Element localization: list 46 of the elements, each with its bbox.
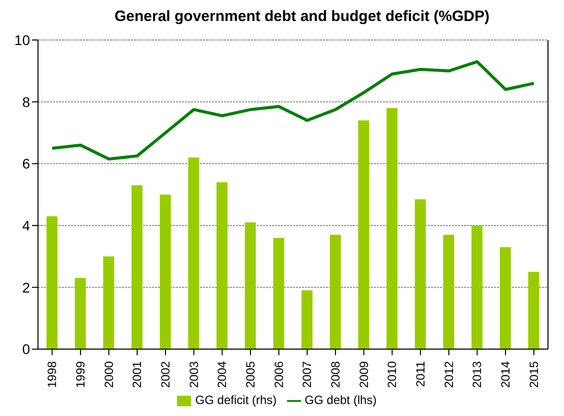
y-tick-label: 2 <box>22 279 30 296</box>
x-tick-label: 2009 <box>356 360 371 388</box>
x-tick-label: 2011 <box>414 360 428 387</box>
legend-label: GG deficit (rhs) <box>195 393 277 408</box>
bar <box>528 272 540 350</box>
x-tick-label: 2000 <box>102 360 116 388</box>
bar <box>74 278 86 350</box>
bar <box>103 256 114 350</box>
x-tick-label: 2006 <box>272 360 286 388</box>
y-tick-label: 0 <box>22 341 30 358</box>
x-tick-label: 2004 <box>215 360 230 388</box>
bar <box>132 185 142 350</box>
bar <box>500 247 511 350</box>
bar <box>330 234 341 350</box>
chart-title: General government debt and budget deficit (%GDP) <box>113 8 491 27</box>
bar <box>188 157 200 350</box>
bar <box>443 234 454 350</box>
bar <box>216 182 228 350</box>
x-tick-label: 2007 <box>300 360 314 388</box>
x-tick-label: 2012 <box>442 360 456 388</box>
x-tick-label: 2015 <box>526 360 541 388</box>
x-tick-label: 2008 <box>328 360 342 388</box>
y-tick-label: 6 <box>22 156 30 172</box>
y-tick-label: 4 <box>22 217 30 234</box>
line-series <box>50 60 536 161</box>
bar <box>386 108 398 350</box>
x-tick-label: 2013 <box>470 360 484 388</box>
bar <box>414 199 426 350</box>
y-tick-label: 8 <box>22 94 30 110</box>
bar <box>273 238 284 350</box>
bar <box>358 120 370 350</box>
bar <box>244 222 256 350</box>
x-tick-label: 2002 <box>158 360 172 388</box>
x-tick-label: 2005 <box>244 360 258 388</box>
x-tick-label: 2010 <box>385 360 400 388</box>
bar <box>46 216 58 350</box>
y-tick-label: 10 <box>14 32 30 48</box>
bar <box>472 226 482 350</box>
legend-label: GG debt (lhs) <box>304 393 377 408</box>
x-tick-label: 2001 <box>130 360 144 388</box>
x-tick-label: 1999 <box>74 360 88 388</box>
bar <box>302 290 312 350</box>
x-tick-label: 2014 <box>498 360 512 388</box>
bar <box>160 194 171 350</box>
x-tick-label: 2003 <box>186 360 201 388</box>
x-tick-label: 1998 <box>45 360 60 388</box>
